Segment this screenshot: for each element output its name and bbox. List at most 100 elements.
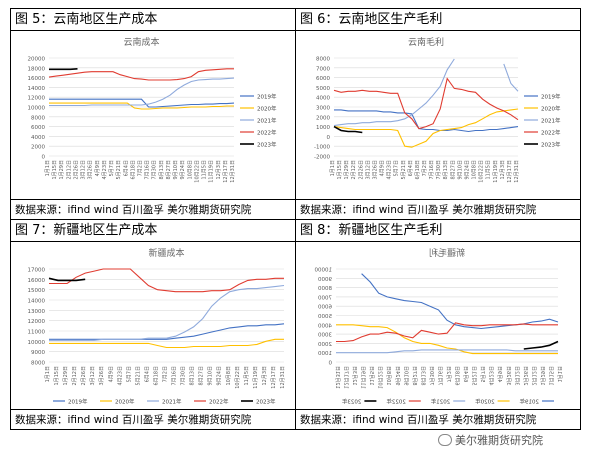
x-tick-label: 8月27日 <box>199 366 205 386</box>
y-tick-label: 0 <box>327 135 331 141</box>
x-tick-label: 12月3日 <box>216 160 222 180</box>
x-tick-label: 10月8日 <box>385 366 391 386</box>
x-tick-label: 9月24日 <box>394 366 400 386</box>
y-tick-label: 4000 <box>318 323 332 329</box>
panel-xinjiang-margin: 图 8：新疆地区生产毛利 新疆毛利 0 1000 2000 3000 4000 5000 60… <box>296 220 580 429</box>
y-tick-label: 16000 <box>28 278 46 284</box>
x-tick-label: 9月10日 <box>173 160 179 180</box>
y-tick-label: 2000 <box>31 145 45 151</box>
series-line-2021年 <box>49 77 235 107</box>
x-tick-label: 2月12日 <box>530 366 536 386</box>
x-tick-label: 1月29日 <box>59 160 65 180</box>
x-tick-label: 1月1日 <box>45 160 51 176</box>
y-tick-label: 8000 <box>318 286 332 292</box>
x-tick-label: 3月12日 <box>81 160 87 180</box>
series-line-2021年 <box>49 284 285 341</box>
x-tick-label: 2月12日 <box>72 366 78 386</box>
watermark: 美尔雅期货研究院 <box>455 434 543 447</box>
chart-svg: 云南成本 0 2000 4000 6000 8000 10000 12000 14000 1600… <box>28 36 277 183</box>
legend-label-2021年: 2021年 <box>541 117 561 125</box>
series-line-2021年 <box>336 349 558 354</box>
x-tick-label: 12月17日 <box>343 366 349 389</box>
x-tick-label: 2月26日 <box>81 366 87 386</box>
x-tick-label: 12月31日 <box>230 160 236 183</box>
panel-title: 图 5：云南地区生产成本 <box>11 9 295 31</box>
y-tick-label: 8000 <box>31 115 45 121</box>
x-tick-label: 12月31日 <box>334 366 340 389</box>
series-line-2023年 <box>523 340 559 350</box>
legend-label-2020年: 2020年 <box>541 105 561 113</box>
y-tick-label: 14000 <box>28 86 46 92</box>
x-tick-label: 5月7日 <box>479 366 485 382</box>
chart-area: 新疆成本 8000 9000 10000 11000 12000 13000 14000 150… <box>11 241 295 408</box>
series-line-2023年 <box>333 125 363 134</box>
x-tick-label: 3月12日 <box>90 366 96 386</box>
x-tick-label: 5月21日 <box>116 160 122 180</box>
x-tick-label: 8月27日 <box>166 160 172 180</box>
x-tick-label: 9月10日 <box>208 366 214 386</box>
series-line-2019年 <box>361 273 559 330</box>
y-tick-label: 6000 <box>318 305 332 311</box>
x-tick-label: 1月15日 <box>337 160 343 180</box>
x-tick-label: 6月4日 <box>144 366 150 382</box>
x-tick-label: 7月30日 <box>428 366 434 386</box>
x-tick-label: 7月2日 <box>163 366 169 382</box>
x-tick-label: 12月3日 <box>262 366 268 386</box>
y-tick-label: 5000 <box>318 314 332 320</box>
x-tick-label: 11月19日 <box>209 160 215 183</box>
legend-label-2023年: 2023年 <box>341 398 361 406</box>
x-tick-label: 3月26日 <box>88 160 94 180</box>
series-line-2021年 <box>333 58 519 127</box>
x-tick-label: 6月18日 <box>153 366 159 386</box>
legend-label-2019年: 2019年 <box>541 93 561 101</box>
source-note: 数据来源：ifind wind 百川盈孚 美尔雅期货研究院 <box>11 199 295 220</box>
y-tick-label: 12000 <box>28 319 46 325</box>
x-tick-label: 5月21日 <box>401 160 407 180</box>
x-tick-label: 2月12日 <box>66 160 72 180</box>
chart-title: 新疆毛利 <box>429 247 465 259</box>
y-tick-label: 9000 <box>31 350 45 356</box>
y-tick-label: 3000 <box>318 333 332 339</box>
legend-label-2019年: 2019年 <box>519 398 539 406</box>
chart-title: 云南毛利 <box>408 36 444 48</box>
y-tick-label: 6000 <box>316 76 330 82</box>
x-tick-label: 4月9日 <box>380 160 386 176</box>
y-tick-label: 4000 <box>31 135 45 141</box>
x-tick-label: 1月1日 <box>556 366 562 382</box>
chart-body: 新疆毛利 0 1000 2000 3000 4000 5000 6000 7000 8000 900… <box>314 247 562 406</box>
series-line-2023年 <box>48 277 86 282</box>
x-tick-label: 2月12日 <box>351 160 357 180</box>
y-tick-label: 6000 <box>31 125 45 131</box>
x-tick-label: 10月8日 <box>187 160 193 180</box>
chart-body: 新疆成本 8000 9000 10000 11000 12000 13000 14000 150… <box>28 247 287 406</box>
x-tick-label: 12月31日 <box>280 366 286 389</box>
chart-title: 云南成本 <box>123 36 159 48</box>
x-tick-label: 10月22日 <box>479 160 485 183</box>
x-tick-label: 7月30日 <box>436 160 442 180</box>
x-tick-label: 6月4日 <box>462 366 468 382</box>
x-tick-label: 10月22日 <box>194 160 200 183</box>
y-tick-label: -2000 <box>314 155 330 161</box>
y-tick-label: 10000 <box>28 340 46 346</box>
x-tick-label: 6月18日 <box>415 160 421 180</box>
y-tick-label: 8000 <box>31 361 45 367</box>
x-tick-label: 4月9日 <box>496 366 502 382</box>
x-tick-label: 1月29日 <box>63 366 69 386</box>
x-tick-label: 10月22日 <box>235 366 241 389</box>
x-tick-label: 7月30日 <box>152 160 158 180</box>
x-tick-label: 12月3日 <box>351 366 357 386</box>
panel-title: 图 6：云南地区生产毛利 <box>296 9 580 31</box>
y-tick-label: 7000 <box>318 295 332 301</box>
x-tick-label: 8月27日 <box>450 160 456 180</box>
x-tick-label: 12月17日 <box>223 160 229 183</box>
x-tick-label: 11月19日 <box>493 160 499 183</box>
legend-label-2022年: 2022年 <box>209 398 229 406</box>
x-tick-label: 6月18日 <box>454 366 460 386</box>
x-tick-label: 1月1日 <box>45 366 51 382</box>
x-tick-label: 9月24日 <box>217 366 223 386</box>
x-tick-label: 7月2日 <box>138 160 144 176</box>
x-tick-label: 2月26日 <box>358 160 364 180</box>
x-tick-label: 4月23日 <box>387 160 393 180</box>
y-tick-label: 3000 <box>316 106 330 112</box>
y-tick-label: 14000 <box>28 299 46 305</box>
